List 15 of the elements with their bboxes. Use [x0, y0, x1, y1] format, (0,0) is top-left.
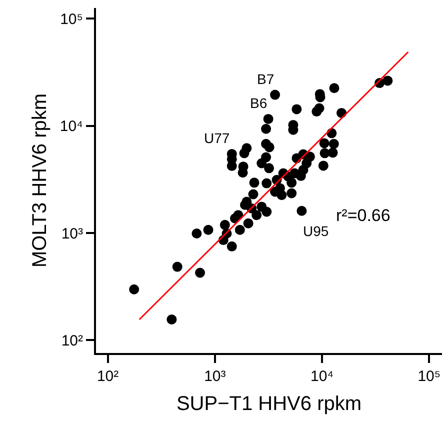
- annotation: r²=0.66: [336, 206, 390, 225]
- y-axis-title: MOLT3 HHV6 rpkm: [28, 93, 51, 268]
- annotation: B6: [250, 95, 268, 111]
- x-tick-label: 10³: [204, 368, 226, 385]
- y-tick-label: 10²: [61, 332, 83, 350]
- y-tick-label: 10⁴: [60, 118, 83, 136]
- x-axis-title: SUP−T1 HHV6 rpkm: [176, 393, 362, 415]
- x-tick-label: 10⁵: [418, 368, 441, 385]
- annotation: B7: [257, 71, 274, 87]
- annotation: U77: [204, 130, 230, 146]
- x-tick-label: 10²: [96, 368, 119, 385]
- x-tick-label: 10⁴: [310, 368, 334, 385]
- y-tick-label: 10³: [61, 225, 83, 242]
- y-tick-label: 10⁵: [60, 10, 83, 28]
- annotation: U95: [303, 223, 329, 239]
